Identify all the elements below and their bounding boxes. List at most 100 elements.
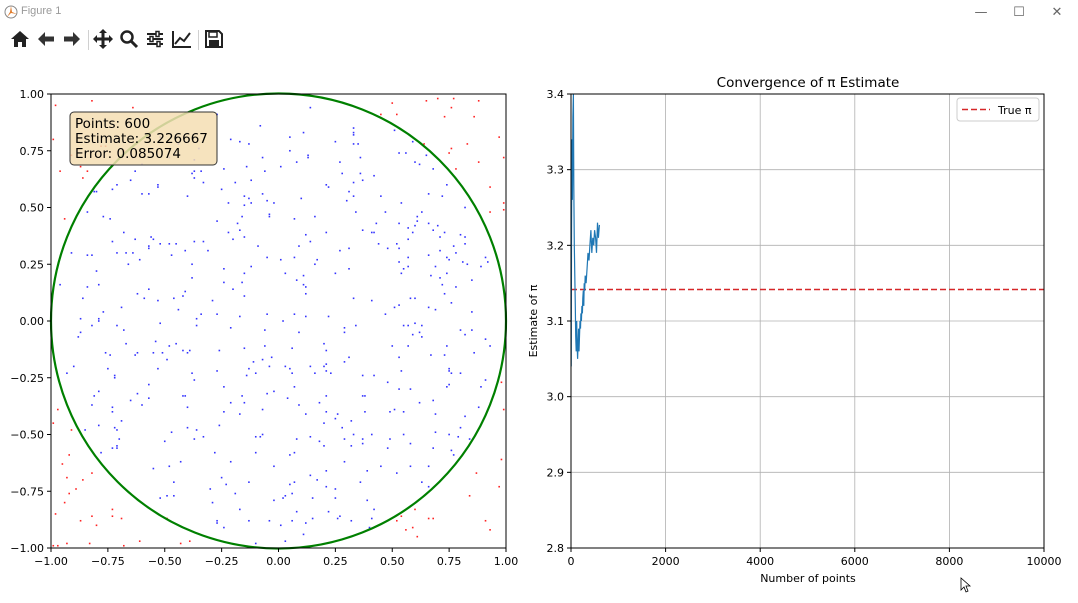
inside-point bbox=[111, 188, 114, 191]
configure-subplots-button[interactable] bbox=[143, 26, 167, 52]
inside-point bbox=[102, 311, 105, 313]
minimize-button[interactable]: — bbox=[974, 4, 988, 20]
figure-canvas[interactable]: −1.00 −0.75 −0.50 −0.25 0.00 0.25 0.50 0.75 1.00… bbox=[0, 56, 1078, 603]
outside-point bbox=[120, 517, 123, 520]
inside-point bbox=[220, 188, 223, 191]
inside-point bbox=[441, 195, 444, 197]
inside-point bbox=[261, 156, 264, 159]
inside-point bbox=[352, 297, 355, 300]
inside-point bbox=[120, 420, 123, 422]
forward-button[interactable] bbox=[60, 26, 84, 52]
pan-button[interactable] bbox=[91, 26, 115, 52]
convergence-title: Convergence of π Estimate bbox=[717, 75, 900, 91]
inside-point bbox=[459, 329, 462, 331]
inside-point bbox=[396, 243, 398, 245]
close-button[interactable]: ✕ bbox=[1051, 4, 1063, 20]
info-box: Points: 600 Estimate: 3.226667 Error: 0.… bbox=[69, 111, 218, 166]
inside-point bbox=[239, 315, 241, 318]
maximize-button[interactable]: ☐ bbox=[1013, 4, 1025, 20]
inside-point bbox=[361, 229, 364, 231]
inside-point bbox=[325, 411, 328, 413]
inside-point bbox=[170, 254, 173, 256]
inside-point bbox=[248, 197, 250, 200]
inside-point bbox=[446, 386, 448, 388]
inside-point bbox=[318, 440, 321, 443]
x-tick-label: 2000 bbox=[652, 555, 680, 568]
inside-point bbox=[427, 306, 430, 309]
inside-point bbox=[361, 179, 364, 182]
inside-point bbox=[407, 238, 409, 241]
inside-point bbox=[163, 440, 166, 443]
inside-point bbox=[471, 329, 473, 331]
outside-point bbox=[91, 515, 93, 518]
inside-point bbox=[432, 399, 434, 402]
outside-point bbox=[75, 488, 77, 490]
inside-point bbox=[250, 202, 252, 204]
inside-point bbox=[402, 433, 405, 436]
x-tick-label: 6000 bbox=[841, 555, 869, 568]
inside-point bbox=[202, 181, 205, 184]
inside-point bbox=[455, 252, 457, 254]
inside-point bbox=[182, 349, 184, 352]
inside-point bbox=[407, 324, 409, 327]
inside-point bbox=[184, 395, 187, 397]
outside-point bbox=[380, 113, 382, 116]
inside-point bbox=[448, 433, 450, 436]
x-tick-label: −0.25 bbox=[205, 555, 239, 568]
toolbar-separator bbox=[88, 30, 89, 50]
inside-point bbox=[182, 295, 184, 297]
inside-point bbox=[86, 211, 89, 213]
arrow-left-icon bbox=[38, 32, 54, 46]
inside-point bbox=[459, 233, 462, 236]
y-tick-label: 0.25 bbox=[20, 258, 45, 271]
inside-point bbox=[373, 174, 375, 177]
back-button[interactable] bbox=[34, 26, 58, 52]
inside-point bbox=[241, 281, 243, 284]
inside-point bbox=[302, 533, 305, 536]
inside-point bbox=[484, 256, 487, 259]
inside-point bbox=[223, 411, 225, 413]
inside-point bbox=[464, 206, 466, 209]
inside-point bbox=[234, 492, 237, 495]
inside-point bbox=[334, 497, 337, 499]
inside-point bbox=[421, 324, 423, 327]
inside-point bbox=[325, 485, 328, 488]
inside-point bbox=[427, 465, 430, 468]
outside-point bbox=[466, 143, 469, 145]
outside-point bbox=[427, 517, 430, 520]
magnifier-icon bbox=[120, 30, 139, 49]
inside-point bbox=[402, 324, 405, 327]
save-button[interactable] bbox=[202, 26, 226, 52]
inside-point bbox=[443, 354, 446, 356]
inside-point bbox=[214, 451, 216, 454]
inside-point bbox=[325, 470, 328, 472]
inside-point bbox=[325, 184, 328, 186]
inside-point bbox=[393, 408, 396, 411]
inside-point bbox=[116, 252, 118, 254]
inside-point bbox=[341, 172, 343, 175]
inside-point bbox=[384, 313, 387, 315]
inside-point bbox=[311, 517, 314, 520]
window-title: Figure 1 bbox=[21, 5, 62, 17]
inside-point bbox=[305, 315, 307, 318]
inside-point bbox=[111, 406, 114, 409]
inside-point bbox=[352, 127, 355, 129]
convergence-ylabel: Estimate of π bbox=[527, 284, 540, 357]
zoom-button[interactable] bbox=[117, 26, 141, 52]
home-button[interactable] bbox=[8, 26, 32, 52]
app-icon bbox=[4, 5, 18, 19]
inside-point bbox=[361, 374, 364, 377]
edit-axes-button[interactable] bbox=[170, 26, 194, 52]
inside-point bbox=[432, 229, 434, 231]
inside-point bbox=[418, 163, 421, 166]
inside-point bbox=[116, 324, 118, 327]
inside-point bbox=[339, 515, 341, 518]
inside-point bbox=[284, 540, 287, 542]
inside-point bbox=[461, 261, 464, 263]
inside-point bbox=[314, 215, 316, 218]
outside-point bbox=[396, 113, 398, 116]
inside-point bbox=[384, 211, 387, 213]
outside-point bbox=[468, 494, 471, 497]
scatter-axes: −1.00 −0.75 −0.50 −0.25 0.00 0.25 0.50 0.75 1.00… bbox=[10, 88, 518, 568]
inside-point bbox=[352, 131, 355, 134]
